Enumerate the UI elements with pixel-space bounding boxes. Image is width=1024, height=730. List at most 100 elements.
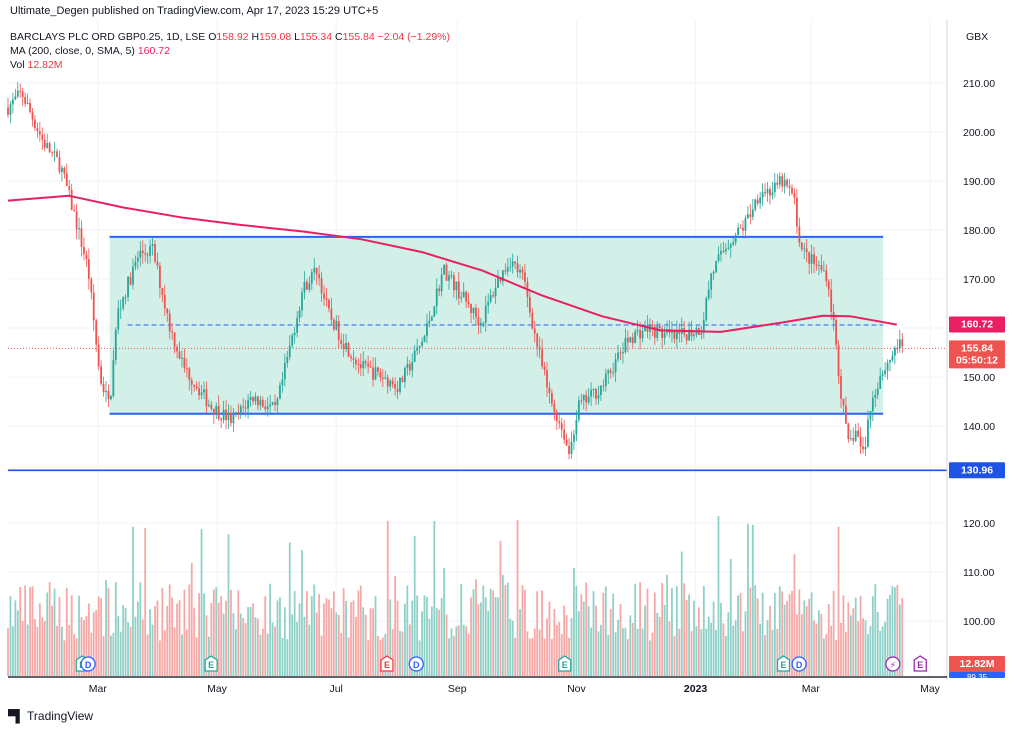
candle-body	[154, 244, 156, 262]
candle-body	[97, 344, 100, 367]
ma-legend[interactable]: MA (200, close, 0, SMA, 5) 160.72	[10, 45, 170, 57]
bottom-price-label-bg	[949, 672, 1005, 678]
candle-body	[298, 310, 301, 318]
candle-body	[489, 295, 492, 302]
candle-body	[778, 176, 781, 185]
candle-body	[413, 350, 416, 363]
candle-body	[661, 328, 664, 338]
volume-bar	[296, 621, 298, 676]
volume-bar	[876, 611, 879, 676]
vol-price-label: 12.82M	[959, 658, 994, 670]
candle-body	[269, 404, 272, 407]
volume-bar	[678, 628, 681, 676]
candle-body	[296, 317, 298, 333]
volume-bar	[85, 615, 88, 676]
candle-body	[190, 380, 193, 385]
candle-body	[465, 291, 468, 302]
volume-bar	[313, 584, 316, 676]
candle-body	[685, 334, 688, 341]
candle-body	[36, 127, 39, 132]
volume-bar	[886, 598, 889, 676]
volume-legend[interactable]: Vol 12.82M	[10, 59, 63, 71]
volume-bar	[592, 591, 595, 676]
candle-body	[225, 409, 227, 421]
candle-body	[411, 362, 414, 371]
volume-bar	[181, 634, 183, 676]
volume-bar	[673, 636, 676, 676]
candle-body	[369, 366, 372, 368]
volume-bar	[487, 610, 490, 676]
candle-body	[710, 273, 713, 290]
volume-bar	[732, 625, 735, 676]
candle-body	[257, 396, 259, 406]
candle-body	[796, 197, 798, 227]
brand[interactable]: ▀▌ TradingView	[8, 709, 93, 723]
candle-body	[450, 275, 453, 277]
earnings-marker[interactable]	[380, 655, 394, 672]
volume-bar	[110, 635, 112, 676]
volume-bar	[840, 622, 842, 676]
volume-bar	[595, 605, 597, 676]
volume-bar	[793, 554, 796, 676]
candle-body	[342, 343, 345, 350]
event-markers[interactable]: EDEEDEED⚡E	[75, 655, 927, 672]
volume-bar	[362, 607, 365, 676]
earnings-marker[interactable]	[776, 655, 791, 672]
candle-body	[70, 189, 73, 210]
candle-body	[41, 134, 44, 140]
volume-bar	[217, 602, 220, 676]
candle-body	[849, 437, 852, 440]
volume-bar	[61, 626, 63, 676]
volume-bar	[607, 634, 610, 676]
candle-body	[656, 326, 659, 338]
volume-bar	[308, 624, 311, 676]
volume-bar	[328, 599, 330, 676]
volume-bar	[34, 619, 36, 676]
candle-body	[560, 423, 563, 430]
candle-body	[693, 334, 695, 337]
dividend-marker[interactable]	[408, 656, 424, 672]
candle-body	[264, 406, 267, 410]
candle-body	[791, 187, 793, 194]
volume-bar	[852, 608, 855, 676]
volume-bar	[310, 596, 313, 676]
candle-body	[58, 157, 61, 172]
candle-body	[827, 281, 830, 290]
candle-body	[227, 412, 230, 421]
candle-body	[355, 359, 357, 365]
candle-body	[800, 242, 803, 250]
volume-bar	[29, 587, 31, 676]
volume-bar	[171, 597, 174, 676]
volume-bar	[707, 616, 710, 676]
bottom-price-text: 89.35	[967, 673, 988, 682]
earnings-marker[interactable]	[913, 655, 927, 672]
candle-body	[514, 261, 517, 264]
volume-bar	[337, 615, 340, 676]
volume-bar	[710, 622, 713, 676]
volume-bar	[190, 562, 193, 676]
volume-bar	[450, 628, 453, 676]
news-bolt-icon[interactable]	[885, 656, 901, 672]
candle-body	[85, 254, 88, 260]
dividend-marker[interactable]	[791, 656, 807, 672]
volume-bar	[399, 630, 401, 676]
earnings-marker[interactable]	[558, 655, 572, 672]
volume-bar	[195, 637, 198, 676]
candle-body	[440, 274, 443, 292]
candle-body	[288, 345, 291, 358]
candle-body	[506, 267, 509, 272]
volume-bar	[649, 640, 651, 676]
candle-body	[212, 408, 215, 415]
earnings-marker[interactable]	[204, 655, 218, 672]
volume-bar	[460, 583, 463, 676]
volume-bar	[31, 586, 34, 676]
volume-bar	[75, 638, 78, 676]
trading-range-box[interactable]	[8, 235, 947, 472]
volume-bar	[832, 590, 835, 676]
volume-bar	[808, 598, 811, 676]
candle-body	[350, 356, 352, 359]
symbol-legend[interactable]: BARCLAYS PLC ORD GBP0.25, 1D, LSE O158.9…	[10, 31, 450, 43]
volume-bar	[257, 618, 259, 676]
dividend-marker[interactable]	[80, 656, 96, 672]
